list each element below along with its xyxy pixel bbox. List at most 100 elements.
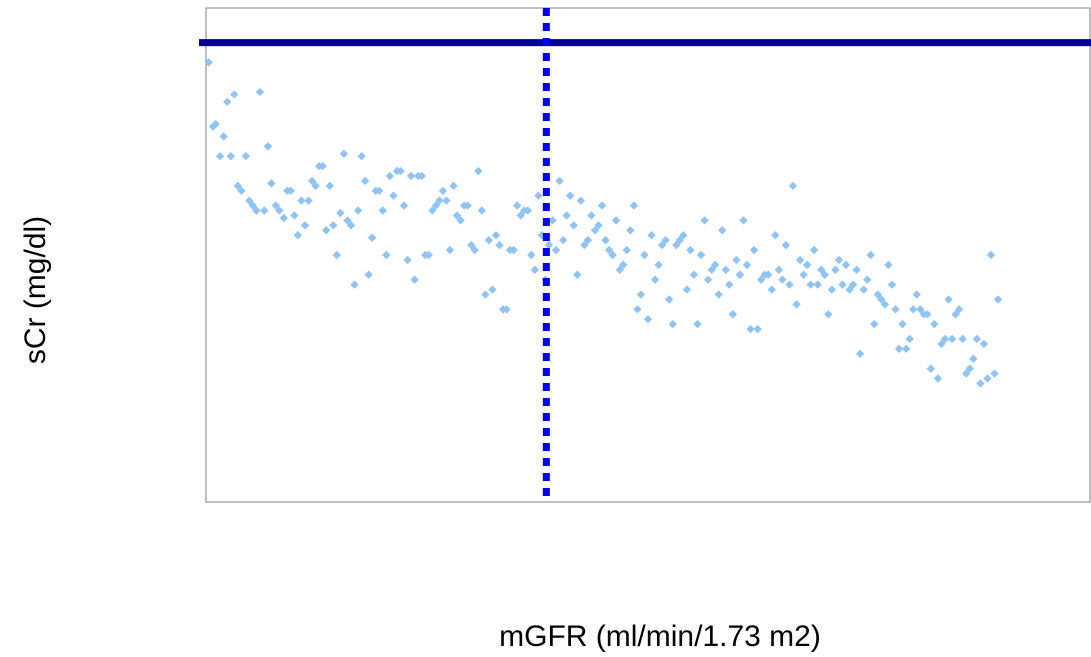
data-point [841, 260, 851, 270]
data-point [767, 285, 776, 294]
data-point [350, 280, 359, 289]
data-point [852, 265, 861, 275]
data-point [675, 235, 685, 245]
data-point [894, 344, 904, 354]
data-point [629, 201, 639, 210]
data-point [785, 280, 794, 289]
data-point [887, 280, 897, 289]
data-point [516, 211, 525, 220]
data-point [774, 265, 784, 275]
data-points [204, 58, 1003, 388]
data-point [562, 211, 571, 220]
data-point [297, 196, 306, 205]
data-point [211, 119, 220, 129]
data-point [813, 280, 822, 289]
data-point [657, 240, 667, 250]
data-point [792, 300, 801, 309]
data-point [406, 171, 416, 181]
data-point [378, 206, 387, 215]
data-point [679, 231, 688, 240]
data-point [944, 295, 953, 304]
data-point [962, 369, 971, 378]
data-point [965, 364, 974, 373]
data-point [619, 260, 628, 270]
data-point [399, 201, 409, 210]
data-point [947, 334, 957, 344]
data-point [940, 334, 950, 344]
data-point [979, 339, 989, 349]
data-point [682, 285, 692, 294]
data-point [735, 270, 745, 279]
data-point [304, 196, 313, 205]
data-point [583, 235, 593, 245]
data-point [587, 211, 596, 220]
data-point [594, 221, 603, 230]
data-point [260, 206, 269, 215]
data-point [672, 240, 681, 250]
data-point [233, 181, 243, 191]
data-point [969, 354, 978, 363]
data-point [820, 270, 829, 279]
data-point [983, 374, 992, 383]
data-point [778, 275, 787, 284]
data-point [668, 319, 677, 329]
data-point [880, 300, 890, 309]
data-point [909, 305, 918, 314]
data-point [845, 285, 854, 294]
data-point [488, 285, 497, 294]
data-point [622, 245, 631, 255]
data-point [633, 305, 642, 314]
data-point [353, 206, 363, 215]
data-point [527, 250, 536, 260]
data-point [739, 216, 748, 225]
data-point [912, 290, 921, 299]
data-point [551, 245, 561, 255]
data-point [710, 260, 720, 270]
data-point [569, 221, 578, 230]
data-point [905, 334, 914, 344]
data-point [226, 152, 235, 161]
data-point [958, 334, 967, 344]
data-point [360, 176, 370, 186]
data-point [245, 196, 254, 205]
data-point [267, 179, 276, 188]
data-point [325, 181, 334, 191]
data-point [848, 280, 858, 289]
data-point [544, 240, 554, 250]
data-point [417, 171, 426, 181]
data-point [300, 221, 310, 230]
data-point [237, 186, 246, 195]
data-point [696, 250, 706, 260]
data-point [937, 339, 946, 349]
data-point [275, 206, 284, 215]
data-point [891, 305, 900, 314]
data-point [204, 58, 213, 67]
data-point [781, 240, 791, 250]
data-point [654, 260, 663, 270]
data-point [707, 265, 716, 275]
data-point [827, 285, 837, 294]
data-point [643, 315, 653, 324]
data-point [255, 87, 265, 97]
data-point [523, 206, 532, 215]
data-point [742, 260, 752, 270]
data-point [884, 260, 893, 270]
data-point [714, 290, 723, 299]
data-point [877, 295, 886, 304]
data-point [403, 255, 412, 265]
data-point [463, 201, 472, 210]
data-point [954, 305, 964, 314]
data-point [252, 206, 261, 215]
data-point [548, 216, 557, 225]
data-point [601, 235, 610, 245]
data-point [219, 132, 228, 141]
data-point [530, 265, 540, 275]
data-point [357, 152, 366, 161]
data-point [689, 270, 699, 279]
data-point [512, 201, 522, 210]
data-point [322, 226, 331, 235]
data-point [573, 270, 582, 279]
data-point [976, 379, 985, 388]
data-point [640, 250, 649, 260]
